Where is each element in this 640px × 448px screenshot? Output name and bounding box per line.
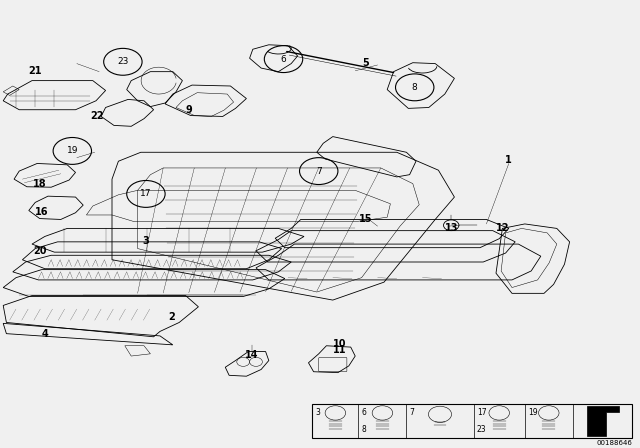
Text: 16: 16	[35, 207, 49, 217]
Text: 7: 7	[410, 409, 415, 418]
Text: 3: 3	[143, 236, 149, 246]
Text: 19: 19	[67, 146, 78, 155]
Text: 17: 17	[140, 190, 152, 198]
Text: 17: 17	[477, 409, 486, 418]
Text: 20: 20	[33, 246, 47, 256]
Text: 00188646: 00188646	[596, 440, 632, 446]
Text: 9: 9	[186, 105, 192, 115]
Text: 11: 11	[332, 345, 346, 355]
Text: 23: 23	[117, 57, 129, 66]
Text: 18: 18	[33, 179, 47, 189]
Text: 5: 5	[363, 58, 369, 68]
Text: 3: 3	[316, 409, 321, 418]
Text: 1: 1	[506, 155, 512, 165]
Text: 14: 14	[244, 350, 259, 360]
Text: 4: 4	[42, 329, 48, 339]
Polygon shape	[586, 406, 619, 436]
Text: 15: 15	[359, 215, 373, 224]
Text: 22: 22	[90, 111, 104, 121]
Text: 6: 6	[281, 55, 286, 64]
Text: 7: 7	[316, 167, 321, 176]
Text: 2: 2	[168, 312, 175, 322]
Text: 8: 8	[412, 83, 417, 92]
Text: 6: 6	[362, 409, 367, 418]
Text: 19: 19	[528, 409, 538, 418]
Text: 13: 13	[444, 223, 458, 233]
Text: 12: 12	[495, 223, 509, 233]
Text: 8: 8	[362, 425, 366, 434]
Text: 10: 10	[332, 339, 346, 349]
Text: 23: 23	[477, 425, 486, 434]
Text: 21: 21	[28, 66, 42, 76]
